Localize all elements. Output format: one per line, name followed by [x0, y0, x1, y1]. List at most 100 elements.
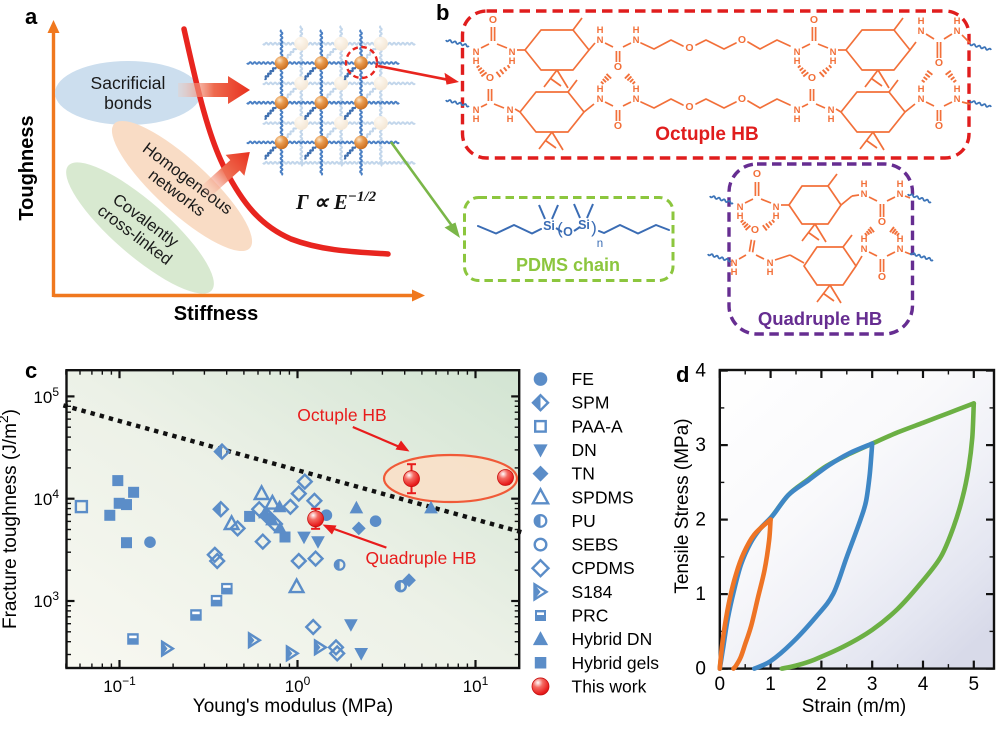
svg-text:H: H: [731, 267, 738, 278]
svg-text:N: N: [954, 94, 961, 105]
svg-text:N: N: [773, 202, 780, 213]
svg-text:H: H: [507, 114, 514, 125]
svg-text:H: H: [737, 211, 744, 222]
svg-text:SEBS: SEBS: [572, 535, 619, 555]
svg-text:H: H: [897, 234, 904, 245]
svg-text:N: N: [473, 47, 480, 58]
svg-text:2: 2: [816, 674, 827, 695]
svg-text:H: H: [794, 56, 801, 67]
svg-text:TN: TN: [572, 464, 595, 484]
svg-text:H: H: [830, 56, 837, 67]
svg-text:Si: Si: [543, 219, 555, 233]
svg-text:Hybrid gels: Hybrid gels: [572, 653, 660, 673]
svg-text:O: O: [751, 224, 759, 236]
svg-text:O: O: [563, 225, 573, 239]
svg-text:0: 0: [715, 674, 726, 695]
svg-text:PDMS chain: PDMS chain: [516, 255, 620, 275]
svg-text:Sacrificial: Sacrificial: [91, 73, 166, 93]
svg-text:N: N: [897, 189, 904, 200]
svg-text:FE: FE: [572, 369, 594, 389]
svg-text:N: N: [597, 35, 604, 46]
svg-text:(: (: [557, 219, 563, 238]
svg-text:CPDMS: CPDMS: [572, 558, 635, 578]
svg-text:O: O: [878, 271, 886, 283]
svg-text:O: O: [935, 120, 943, 132]
svg-text:N: N: [954, 26, 961, 37]
svg-text:1: 1: [695, 584, 706, 605]
svg-text:H: H: [794, 114, 801, 125]
svg-text:Quadruple HB: Quadruple HB: [758, 308, 882, 329]
svg-text:O: O: [685, 101, 693, 113]
svg-text:a: a: [25, 4, 38, 29]
svg-text:SPM: SPM: [572, 393, 610, 413]
svg-text:O: O: [489, 14, 497, 26]
svg-text:Octuple HB: Octuple HB: [297, 405, 386, 425]
svg-text:O: O: [808, 72, 816, 84]
svg-text:2: 2: [695, 510, 706, 531]
svg-text:O: O: [614, 61, 622, 73]
svg-text:N: N: [897, 244, 904, 255]
svg-text:This work: This work: [572, 676, 647, 696]
svg-text:Si: Si: [578, 218, 590, 232]
svg-text:H: H: [509, 56, 516, 67]
svg-text:N: N: [633, 94, 640, 105]
svg-text:3: 3: [695, 435, 706, 456]
svg-text:N: N: [918, 94, 925, 105]
svg-text:PU: PU: [572, 511, 596, 531]
svg-text:H: H: [954, 16, 961, 27]
svg-text:H: H: [918, 16, 925, 27]
svg-text:H: H: [767, 267, 774, 278]
svg-text:O: O: [486, 72, 494, 84]
svg-text:O: O: [935, 57, 943, 69]
svg-text:H: H: [473, 114, 480, 125]
svg-text:H: H: [597, 25, 604, 36]
svg-text:N: N: [731, 258, 738, 269]
svg-text:PAA-A: PAA-A: [572, 416, 624, 436]
svg-text:Young's modulus (MPa): Young's modulus (MPa): [193, 696, 393, 717]
svg-text:N: N: [767, 258, 774, 269]
svg-text:N: N: [861, 189, 868, 200]
svg-text:1: 1: [765, 674, 776, 695]
svg-text:O: O: [810, 14, 818, 26]
svg-text:N: N: [473, 105, 480, 116]
svg-text:H: H: [597, 84, 604, 95]
svg-text:H: H: [918, 84, 925, 95]
svg-text:H: H: [473, 56, 480, 67]
svg-text:bonds: bonds: [104, 93, 152, 113]
svg-text:Fracture toughness (J/m2): Fracture toughness (J/m2): [0, 409, 21, 629]
svg-text:O: O: [614, 120, 622, 132]
svg-text:N: N: [861, 244, 868, 255]
svg-text:O: O: [738, 93, 746, 105]
svg-text:Strain (m/m): Strain (m/m): [802, 696, 907, 717]
svg-text:n: n: [597, 238, 603, 250]
svg-text:4: 4: [918, 674, 929, 695]
svg-text:Stiffness: Stiffness: [174, 303, 258, 325]
svg-text:N: N: [918, 26, 925, 37]
svg-text:H: H: [773, 211, 780, 222]
svg-text:N: N: [828, 105, 835, 116]
svg-text:N: N: [597, 94, 604, 105]
svg-text:N: N: [507, 105, 514, 116]
svg-text:H: H: [861, 234, 868, 245]
svg-text:b: b: [436, 0, 449, 25]
svg-text:0: 0: [695, 659, 706, 680]
svg-text:H: H: [633, 25, 640, 36]
svg-text:H: H: [861, 179, 868, 190]
svg-text:N: N: [737, 202, 744, 213]
svg-text:N: N: [830, 47, 837, 58]
svg-text:O: O: [685, 42, 693, 54]
svg-text:O: O: [753, 168, 761, 180]
svg-text:Γ ∝ E−1/2: Γ ∝ E−1/2: [295, 189, 377, 214]
svg-text:N: N: [509, 47, 516, 58]
svg-text:H: H: [828, 114, 835, 125]
svg-text:PRC: PRC: [572, 606, 609, 626]
svg-text:N: N: [633, 35, 640, 46]
svg-text:Tensile Stress (MPa): Tensile Stress (MPa): [672, 418, 693, 593]
svg-text:Toughness: Toughness: [16, 115, 38, 220]
svg-text:H: H: [897, 179, 904, 190]
svg-text:c: c: [25, 358, 37, 383]
svg-text:N: N: [794, 105, 801, 116]
svg-text:5: 5: [969, 674, 980, 695]
svg-text:4: 4: [695, 361, 706, 382]
svg-text:Quadruple HB: Quadruple HB: [366, 548, 477, 568]
